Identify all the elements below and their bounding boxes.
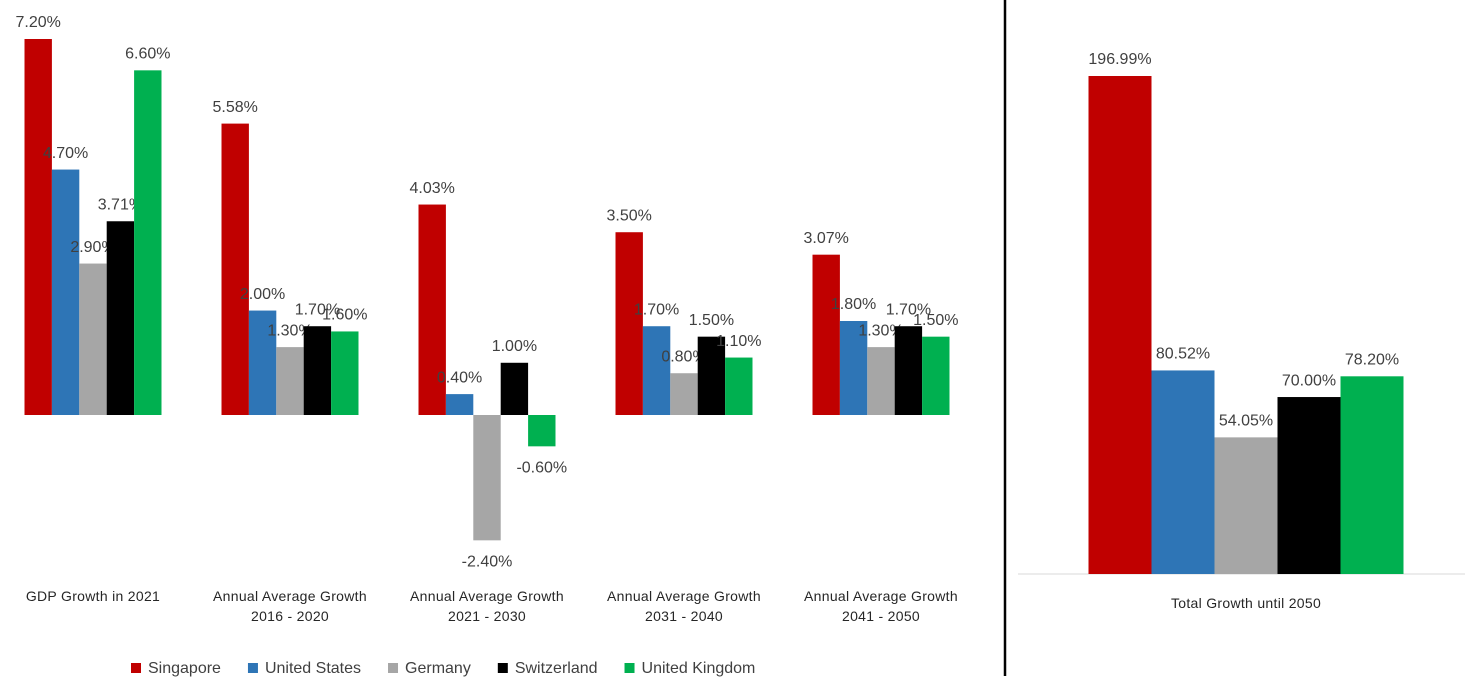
legend-label: Singapore (148, 660, 221, 677)
bar (134, 70, 162, 415)
legend-swatch (388, 663, 399, 673)
bar (528, 415, 556, 447)
data-label: 0.40% (437, 369, 482, 386)
data-label: 1.30% (858, 322, 903, 339)
data-label: 196.99% (1088, 51, 1151, 68)
data-label: 1.50% (913, 312, 958, 329)
legend-label: Switzerland (515, 660, 598, 677)
bar (500, 362, 529, 415)
data-label: -2.40% (462, 554, 513, 571)
category-label: Annual Average Growth 2031 - 2040 (607, 588, 761, 624)
bar (615, 232, 643, 415)
bar (51, 169, 80, 415)
bar (418, 204, 446, 415)
bar (1214, 437, 1278, 574)
data-label: 1.70% (886, 301, 931, 318)
legend-swatch (624, 663, 635, 673)
category-label: Total Growth until 2050 (1170, 595, 1322, 611)
bar (812, 254, 840, 415)
data-label: 1.60% (322, 307, 367, 324)
data-label: 4.03% (410, 180, 455, 197)
data-label: 1.10% (716, 333, 761, 350)
legend-swatch (247, 663, 258, 673)
bar (79, 263, 107, 415)
category-label: Annual Average Growth 2016 - 2020 (213, 588, 367, 624)
bar (1340, 376, 1404, 574)
data-label: 6.60% (125, 46, 170, 63)
data-label: 1.70% (295, 301, 340, 318)
data-label: 54.05% (1219, 413, 1273, 430)
bar (894, 326, 923, 415)
data-label: 80.52% (1156, 346, 1210, 363)
data-label: 70.00% (1282, 372, 1336, 389)
legend-label: Germany (405, 660, 471, 677)
data-label: 3.71% (98, 196, 143, 213)
data-label: 0.80% (661, 348, 706, 365)
bar (221, 123, 249, 415)
legend-label: United States (265, 660, 361, 677)
legend-label: United Kingdom (642, 660, 756, 677)
data-label: 5.58% (213, 99, 258, 116)
category-label: GDP Growth in 2021 (25, 588, 161, 604)
data-label: -0.60% (516, 460, 567, 477)
bar (303, 326, 332, 415)
data-label: 2.00% (240, 286, 285, 303)
bar (697, 336, 726, 415)
data-label: 7.20% (16, 14, 61, 31)
data-label: 1.80% (831, 296, 876, 313)
legend-swatch (131, 663, 141, 673)
category-label: Annual Average Growth 2021 - 2030 (410, 588, 564, 624)
data-label: 1.50% (689, 312, 734, 329)
bar (1277, 397, 1341, 574)
data-label: 2.90% (70, 239, 115, 256)
bar (473, 415, 501, 541)
data-label: 3.07% (804, 230, 849, 247)
bar (445, 394, 474, 415)
bar (867, 347, 895, 415)
bar (276, 347, 304, 415)
category-label: Annual Average Growth 2041 - 2050 (804, 588, 958, 624)
data-label: 1.70% (634, 301, 679, 318)
bar (670, 373, 698, 415)
data-label: 3.50% (607, 207, 652, 224)
data-label: 4.70% (43, 145, 88, 162)
bar (725, 357, 753, 415)
bar (839, 321, 868, 415)
bar (642, 326, 671, 415)
bar (1088, 76, 1152, 574)
bar (922, 336, 950, 415)
bar (331, 331, 359, 415)
data-label: 1.00% (492, 338, 537, 355)
bar (24, 39, 52, 415)
data-label: 1.30% (267, 322, 312, 339)
legend-swatch (497, 663, 508, 673)
bar (1151, 370, 1215, 574)
bar (106, 221, 135, 415)
bar (248, 310, 277, 415)
data-label: 78.20% (1345, 352, 1399, 369)
